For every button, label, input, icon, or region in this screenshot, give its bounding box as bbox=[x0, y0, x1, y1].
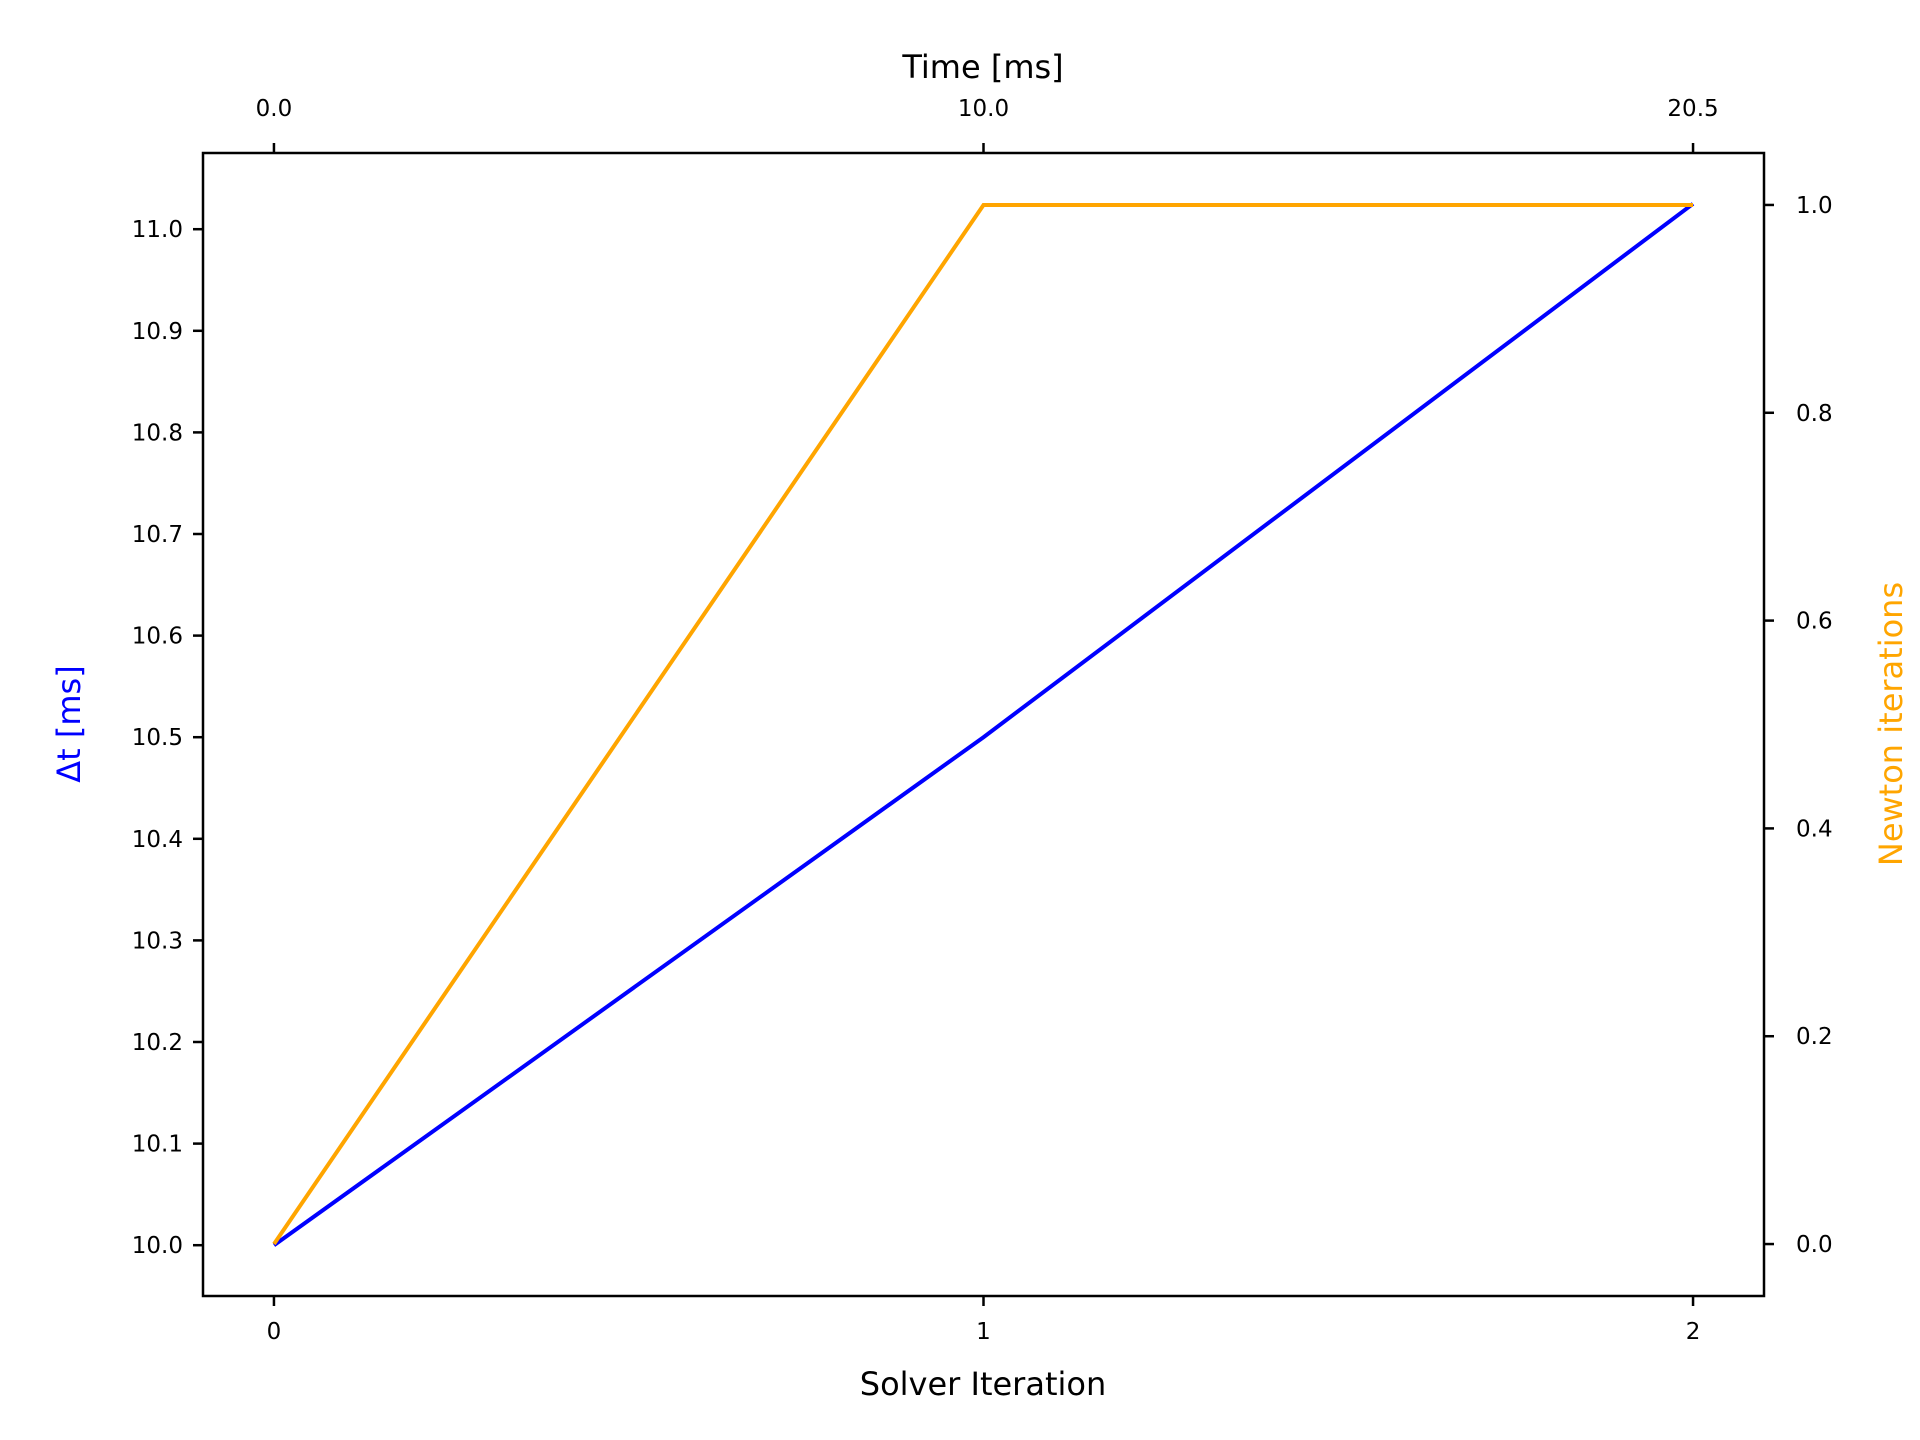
top-tick-label: 0.0 bbox=[256, 96, 293, 122]
left-tick-label: 10.2 bbox=[132, 1030, 183, 1056]
left-axis-label: Δt [ms] bbox=[50, 665, 88, 782]
right-axis-label: Newton iterations bbox=[1872, 582, 1910, 866]
left-tick-label: 10.5 bbox=[132, 725, 183, 751]
right-tick-label: 0.8 bbox=[1796, 401, 1833, 427]
series-line-left bbox=[272, 202, 1695, 1247]
left-tick-label: 10.0 bbox=[132, 1233, 183, 1259]
top-tick-label: 20.5 bbox=[1667, 96, 1718, 122]
right-tick-label: 0.0 bbox=[1796, 1232, 1833, 1258]
x-axis-label: Solver Iteration bbox=[860, 1365, 1106, 1403]
top-tick-label: 10.0 bbox=[958, 96, 1009, 122]
left-tick-label: 10.4 bbox=[132, 827, 183, 853]
x-tick-label: 1 bbox=[976, 1319, 991, 1345]
ticks-layer: 0 1 2 0.0 10.0 20.5 10.0 10.1 10.2 10.3 10.4 10.5 10… bbox=[132, 96, 1833, 1345]
series-layer bbox=[272, 202, 1695, 1247]
right-tick-label: 0.4 bbox=[1796, 816, 1833, 842]
left-tick-label: 10.3 bbox=[132, 928, 183, 954]
x-tick-label: 2 bbox=[1686, 1319, 1701, 1345]
right-tick-label: 1.0 bbox=[1796, 193, 1833, 219]
right-tick-label: 0.2 bbox=[1796, 1024, 1833, 1050]
top-axis-label: Time [ms] bbox=[901, 48, 1063, 86]
left-tick-label: 10.6 bbox=[132, 624, 183, 650]
left-tick-label: 11.0 bbox=[132, 217, 183, 243]
series-line-right bbox=[272, 203, 1693, 1246]
left-tick-label: 10.9 bbox=[132, 319, 183, 345]
right-tick-label: 0.6 bbox=[1796, 609, 1833, 635]
left-tick-label: 10.8 bbox=[132, 420, 183, 446]
x-tick-label: 0 bbox=[267, 1319, 282, 1345]
left-tick-label: 10.7 bbox=[132, 522, 183, 548]
left-tick-label: 10.1 bbox=[132, 1132, 183, 1158]
